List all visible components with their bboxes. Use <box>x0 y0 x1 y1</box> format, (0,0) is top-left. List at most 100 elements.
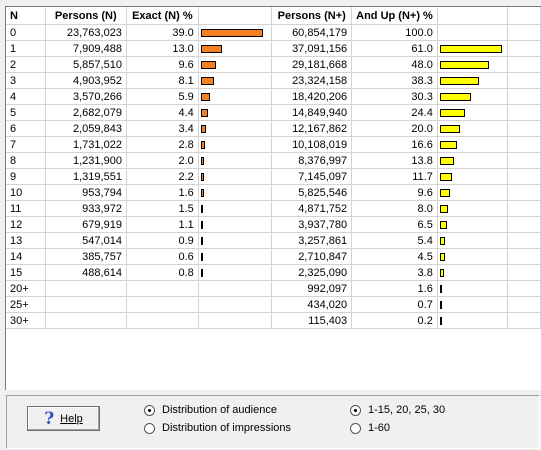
cell-persons-nplus: 5,825,546 <box>271 184 353 201</box>
andup-pct-bar <box>439 268 444 277</box>
cell-andup-pct: 0.7 <box>351 296 438 313</box>
cell-exact-pct: 4.4 <box>126 104 199 121</box>
cell-n: 0 <box>6 24 46 41</box>
cell-andup-bar <box>437 152 508 169</box>
cell-n: 25+ <box>6 296 46 313</box>
cell-persons-n: 7,909,488 <box>45 40 127 57</box>
cell-empty <box>507 200 541 217</box>
cell-persons-n: 4,903,952 <box>45 72 127 89</box>
table-row: 8 1,231,900 2.0 8,376,997 13.8 <box>6 152 541 169</box>
cell-persons-nplus: 434,020 <box>271 296 353 313</box>
help-button[interactable]: ? Help <box>27 406 100 431</box>
radio-button-icon[interactable] <box>350 422 361 434</box>
cell-empty <box>507 216 541 233</box>
cell-persons-nplus: 23,324,158 <box>271 72 353 89</box>
cell-andup-bar <box>437 72 508 89</box>
andup-pct-bar <box>439 140 457 149</box>
cell-andup-pct: 38.3 <box>351 72 438 89</box>
radio-label: Distribution of audience <box>162 404 277 416</box>
cell-persons-n: 1,319,551 <box>45 168 127 185</box>
col-header-persons-n: Persons (N) <box>45 7 127 25</box>
cell-exact-pct: 1.5 <box>126 200 199 217</box>
radio-distribution-impressions[interactable]: Distribution of impressions <box>144 422 291 434</box>
andup-pct-bar <box>439 60 489 69</box>
cell-n: 2 <box>6 56 46 73</box>
cell-persons-n: 547,014 <box>45 232 127 249</box>
cell-exact-bar <box>198 168 273 185</box>
cell-andup-bar <box>437 184 508 201</box>
exact-pct-bar <box>200 124 206 133</box>
radio-label: 1-15, 20, 25, 30 <box>368 404 446 416</box>
cell-exact-pct <box>126 280 199 297</box>
cell-andup-pct: 24.4 <box>351 104 438 121</box>
cell-empty <box>507 264 541 281</box>
cell-exact-bar <box>198 200 273 217</box>
radio-button-icon[interactable] <box>144 404 155 416</box>
cell-exact-bar <box>198 248 273 265</box>
cell-persons-n <box>45 312 127 329</box>
table-row: 7 1,731,022 2.8 10,108,019 16.6 <box>6 136 541 153</box>
table-row: 25+ 434,020 0.7 <box>6 296 541 313</box>
cell-n: 8 <box>6 152 46 169</box>
exact-pct-bar <box>200 140 205 149</box>
radio-label: 1-60 <box>368 422 391 434</box>
andup-pct-bar <box>439 108 465 117</box>
cell-persons-nplus: 12,167,862 <box>271 120 353 137</box>
andup-pct-bar <box>439 44 502 53</box>
radio-range-1-15[interactable]: 1-15, 20, 25, 30 <box>350 404 445 416</box>
cell-empty <box>507 232 541 249</box>
cell-empty <box>507 184 541 201</box>
cell-persons-n: 3,570,266 <box>45 88 127 105</box>
cell-andup-bar <box>437 136 508 153</box>
cell-exact-bar <box>198 88 273 105</box>
cell-andup-bar <box>437 104 508 121</box>
cell-andup-bar <box>437 280 508 297</box>
cell-exact-bar <box>198 312 273 329</box>
radio-distribution-audience[interactable]: Distribution of audience <box>144 404 277 416</box>
cell-n: 3 <box>6 72 46 89</box>
cell-persons-nplus: 18,420,206 <box>271 88 353 105</box>
cell-andup-pct: 4.5 <box>351 248 438 265</box>
radio-range-1-60[interactable]: 1-60 <box>350 422 390 434</box>
radio-button-icon[interactable] <box>144 422 155 434</box>
cell-andup-pct: 9.6 <box>351 184 438 201</box>
cell-persons-nplus: 14,849,940 <box>271 104 353 121</box>
cell-andup-pct: 20.0 <box>351 120 438 137</box>
andup-pct-bar <box>439 156 454 165</box>
cell-persons-n: 385,757 <box>45 248 127 265</box>
cell-andup-pct: 5.4 <box>351 232 438 249</box>
cell-empty <box>507 56 541 73</box>
table-row: 13 547,014 0.9 3,257,861 5.4 <box>6 232 541 249</box>
cell-persons-nplus: 2,710,847 <box>271 248 353 265</box>
cell-exact-pct: 0.9 <box>126 232 199 249</box>
cell-persons-nplus: 4,871,752 <box>271 200 353 217</box>
cell-empty <box>507 168 541 185</box>
cell-persons-nplus: 29,181,668 <box>271 56 353 73</box>
cell-n: 9 <box>6 168 46 185</box>
cell-exact-pct: 3.4 <box>126 120 199 137</box>
exact-pct-bar <box>200 204 203 213</box>
cell-empty <box>507 120 541 137</box>
cell-n: 6 <box>6 120 46 137</box>
cell-andup-bar <box>437 232 508 249</box>
cell-exact-pct: 1.1 <box>126 216 199 233</box>
cell-persons-n: 933,972 <box>45 200 127 217</box>
cell-exact-pct: 5.9 <box>126 88 199 105</box>
cell-n: 13 <box>6 232 46 249</box>
radio-button-icon[interactable] <box>350 404 361 416</box>
col-header-exact-pct: Exact (N) % <box>126 7 199 25</box>
cell-exact-bar <box>198 152 273 169</box>
exact-pct-bar <box>200 268 203 277</box>
cell-andup-pct: 1.6 <box>351 280 438 297</box>
cell-exact-pct: 2.2 <box>126 168 199 185</box>
table-row: 1 7,909,488 13.0 37,091,156 61.0 <box>6 40 541 57</box>
andup-pct-bar <box>439 124 460 133</box>
cell-n: 10 <box>6 184 46 201</box>
exact-pct-bar <box>200 44 222 53</box>
andup-pct-bar <box>439 172 452 181</box>
cell-persons-nplus: 10,108,019 <box>271 136 353 153</box>
cell-n: 1 <box>6 40 46 57</box>
table-row: 2 5,857,510 9.6 29,181,668 48.0 <box>6 56 541 73</box>
cell-persons-nplus: 7,145,097 <box>271 168 353 185</box>
cell-persons-n: 679,919 <box>45 216 127 233</box>
